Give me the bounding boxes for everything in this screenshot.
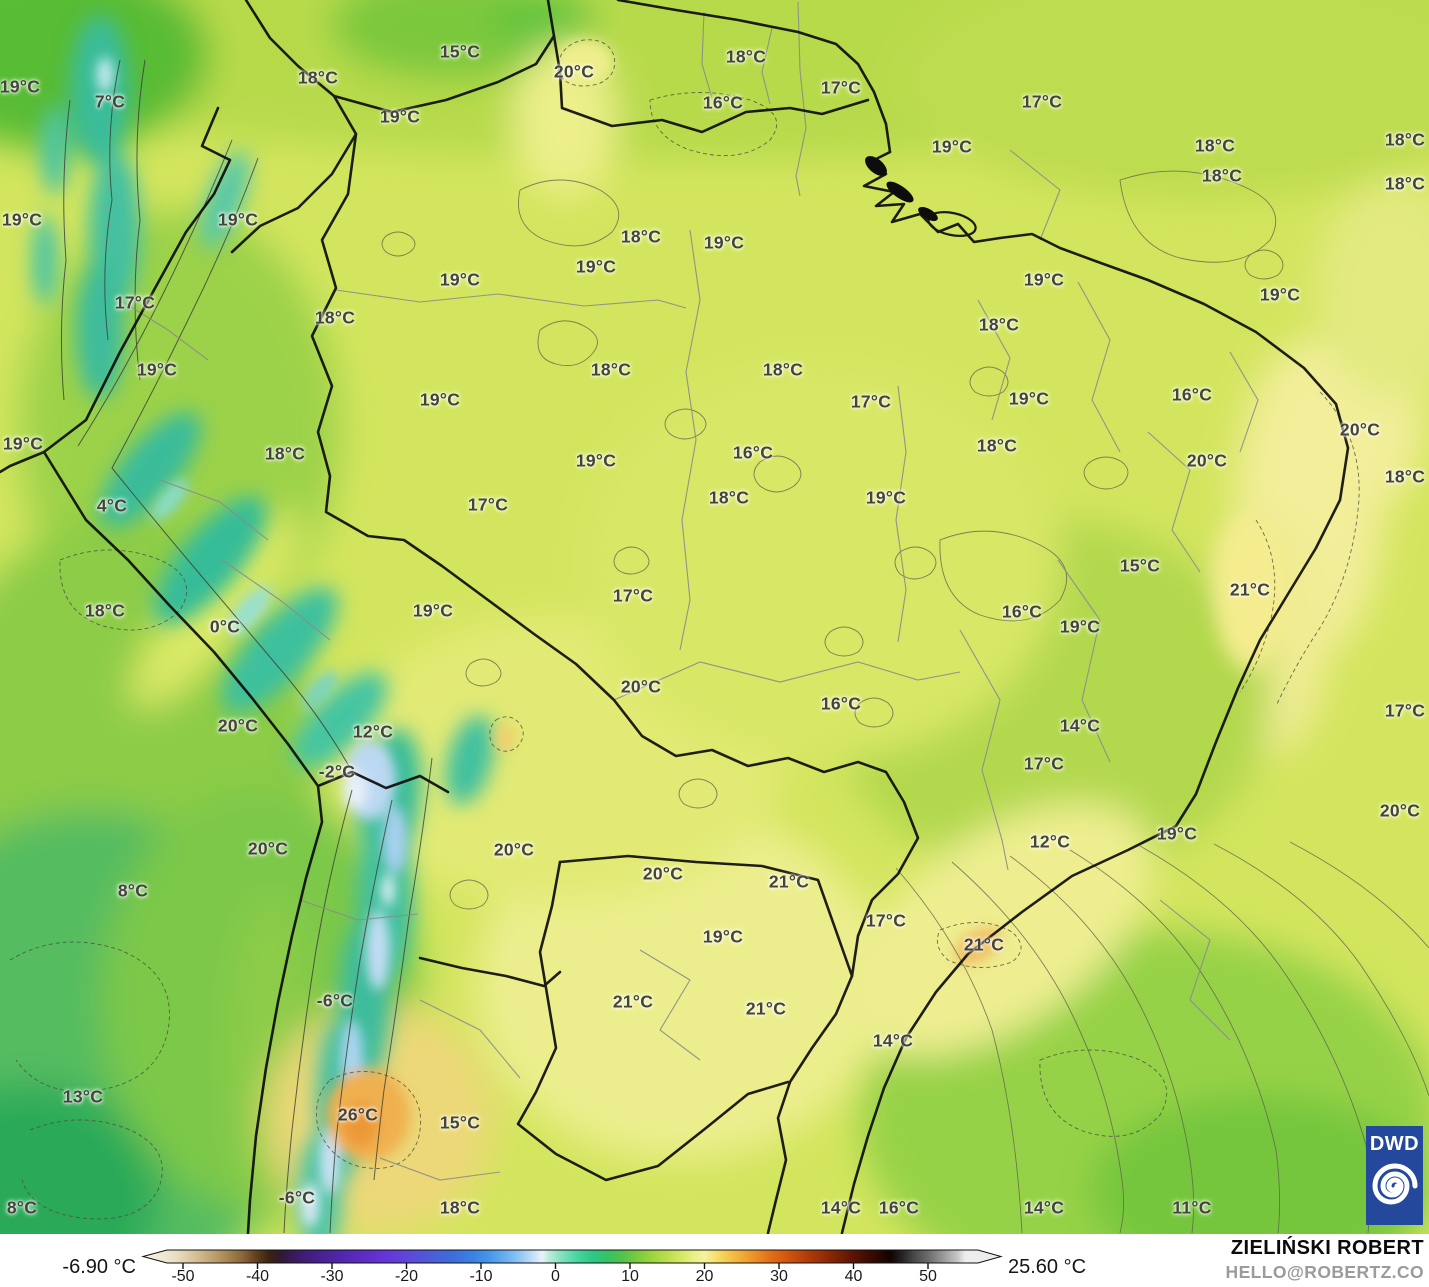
colorbar-tick-label: -20	[394, 1268, 419, 1285]
colorbar-gradient-bar	[141, 1249, 1003, 1264]
colorbar-tick-label: 30	[770, 1268, 788, 1285]
colorbar-tick-label: 40	[844, 1268, 863, 1285]
colorbar-tick-label: -30	[320, 1268, 344, 1285]
colorbar-tick-label: 0	[551, 1268, 560, 1285]
colorbar	[141, 1249, 1003, 1269]
attribution-name: ZIELIŃSKI ROBERT	[1230, 1237, 1424, 1259]
temperature-map: 19°C 7°C 18°C 19°C 15°C 20°C 18°C 16°C 17°C 19°C 1…	[0, 0, 1429, 1235]
colorbar-tick-label: 50	[919, 1268, 937, 1285]
attribution-email: HELLO@ROBERTZ.CO	[1225, 1262, 1424, 1282]
dwd-spiral-icon	[1371, 1163, 1417, 1205]
map-canvas	[0, 0, 1429, 1234]
colorbar-ticks	[182, 1263, 929, 1269]
footer: -6.90 °C -50 -40 -30 -20 -10 0 10 20 30 40 50 25.6…	[0, 1234, 1429, 1287]
colorbar-tick-label: -40	[245, 1268, 270, 1285]
colorbar-tick-label: -10	[469, 1268, 493, 1285]
colorbar-min-label: -6.90 °C	[62, 1256, 136, 1278]
colorbar-tick-label: 20	[695, 1268, 714, 1285]
dwd-logo: DWD	[1366, 1126, 1423, 1225]
colorbar-tick-label: -50	[171, 1268, 195, 1285]
colorbar-tick-label: 10	[621, 1268, 639, 1285]
colorbar-max-label: 25.60 °C	[1008, 1256, 1087, 1278]
dwd-logo-text: DWD	[1369, 1133, 1420, 1155]
